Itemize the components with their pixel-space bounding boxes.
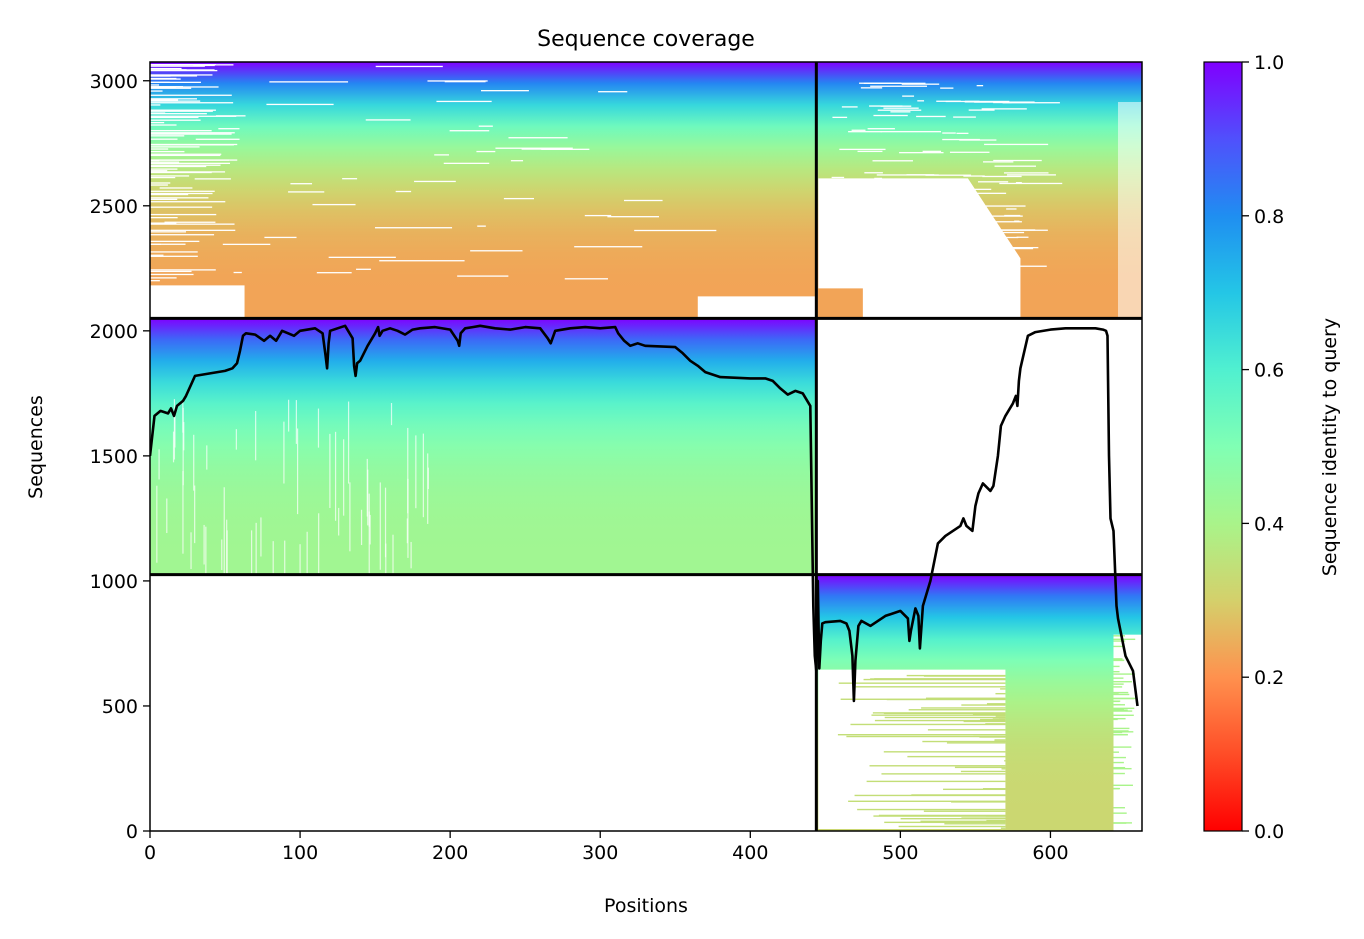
colorbar-tick-label: 1.0	[1254, 52, 1284, 74]
x-axis-ticks: 0 100 200 300 400 500 600	[144, 831, 1069, 864]
x-tick-label: 300	[582, 842, 618, 864]
colorbar-ticks: 0.0 0.2 0.4 0.6 0.8 1.0	[1242, 52, 1284, 843]
coverage-line	[150, 324, 1139, 707]
colorbar-tick-label: 0.6	[1254, 360, 1284, 382]
y-tick-label: 2500	[90, 196, 138, 218]
x-tick-label: 600	[1032, 842, 1068, 864]
heatmap-block-middle-left	[150, 318, 817, 575]
block-separators	[150, 62, 1142, 831]
x-tick-label: 100	[282, 842, 318, 864]
colorbar-tick-label: 0.4	[1254, 513, 1284, 535]
colorbar	[1203, 61, 1243, 832]
y-tick-label: 500	[102, 696, 138, 718]
x-tick-label: 400	[732, 842, 768, 864]
y-tick-label: 2000	[90, 321, 138, 343]
colorbar-tick-label: 0.0	[1254, 821, 1284, 843]
y-tick-label: 3000	[90, 71, 138, 93]
x-tick-label: 0	[144, 842, 156, 864]
heatmap-block-top-left	[150, 62, 817, 319]
x-axis-label: Positions	[604, 895, 688, 917]
y-tick-label: 1000	[90, 571, 138, 593]
colorbar-tick-label: 0.2	[1254, 667, 1284, 689]
plot-frame	[149, 61, 1143, 832]
y-axis-label: Sequences	[25, 395, 47, 499]
y-tick-label: 0	[126, 821, 138, 843]
colorbar-tick-label: 0.8	[1254, 206, 1284, 228]
heatmap-gaps	[150, 64, 1142, 831]
chart-title: Sequence coverage	[537, 27, 755, 52]
colorbar-label: Sequence identity to query	[1319, 318, 1341, 576]
y-tick-label: 1500	[90, 446, 138, 468]
x-tick-label: 500	[882, 842, 918, 864]
y-axis-ticks: 0 500 1000 1500 2000 2500 3000	[90, 71, 150, 843]
x-tick-label: 200	[432, 842, 468, 864]
